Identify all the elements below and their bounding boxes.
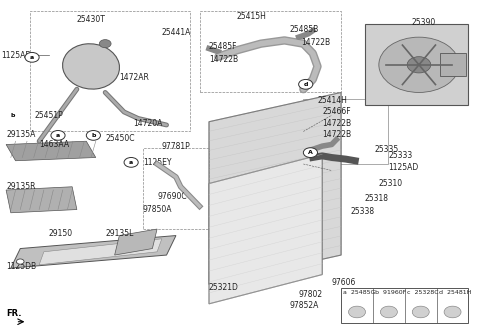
Text: 25485B: 25485B	[289, 25, 318, 33]
Text: 97781P: 97781P	[162, 142, 191, 151]
Circle shape	[412, 306, 429, 318]
Circle shape	[348, 306, 365, 318]
Polygon shape	[365, 24, 468, 106]
Polygon shape	[209, 154, 322, 304]
Text: 1125AD: 1125AD	[388, 163, 419, 172]
Text: 97606: 97606	[332, 278, 356, 287]
Polygon shape	[115, 229, 157, 255]
Text: 1463AA: 1463AA	[39, 140, 69, 149]
Text: a: a	[30, 55, 34, 60]
Text: 14722B: 14722B	[322, 119, 351, 128]
Text: 1125DB: 1125DB	[6, 262, 36, 271]
Circle shape	[379, 37, 459, 92]
Text: 25451P: 25451P	[35, 112, 63, 120]
Text: 14722B: 14722B	[301, 37, 330, 47]
Text: 25415H: 25415H	[237, 11, 266, 21]
Text: 25430T: 25430T	[77, 15, 106, 24]
Circle shape	[86, 131, 100, 140]
Ellipse shape	[99, 40, 111, 48]
Text: 1125EY: 1125EY	[143, 158, 171, 167]
Text: 25335: 25335	[374, 145, 398, 154]
Polygon shape	[6, 141, 96, 161]
Text: d  25481H: d 25481H	[439, 290, 471, 295]
Text: 14720A: 14720A	[133, 119, 163, 128]
Polygon shape	[11, 236, 176, 268]
Text: 1125AD: 1125AD	[1, 51, 32, 60]
Text: b: b	[91, 133, 96, 138]
Circle shape	[407, 57, 431, 73]
Text: 25333: 25333	[388, 151, 412, 160]
Text: 25441A: 25441A	[162, 28, 191, 37]
Text: 29135L: 29135L	[105, 229, 133, 238]
Text: b  91960F: b 91960F	[375, 290, 407, 295]
Text: a: a	[129, 160, 133, 165]
Circle shape	[303, 148, 317, 157]
Text: 29135A: 29135A	[6, 130, 36, 139]
Polygon shape	[39, 239, 162, 265]
Circle shape	[444, 306, 461, 318]
Text: 14722B: 14722B	[209, 55, 238, 64]
Text: d: d	[303, 82, 308, 87]
Text: 97690C: 97690C	[157, 192, 187, 201]
Text: A: A	[308, 150, 313, 155]
Text: 25321D: 25321D	[209, 283, 239, 292]
Text: 97802: 97802	[299, 290, 323, 298]
Text: 1472AR: 1472AR	[120, 73, 149, 82]
Text: 25390: 25390	[412, 18, 436, 27]
Bar	[440, 53, 466, 76]
Text: 14722B: 14722B	[322, 130, 351, 139]
Text: 25450C: 25450C	[105, 134, 135, 143]
Circle shape	[124, 157, 138, 167]
Text: 25414H: 25414H	[317, 96, 348, 105]
Ellipse shape	[62, 44, 120, 89]
Text: 25310: 25310	[379, 179, 403, 188]
Polygon shape	[6, 187, 77, 213]
Text: 25466F: 25466F	[322, 108, 351, 116]
Text: 97852A: 97852A	[289, 301, 319, 310]
Text: 25338: 25338	[350, 207, 375, 215]
Circle shape	[299, 79, 313, 89]
Text: 29150: 29150	[48, 229, 72, 238]
Text: a  25485G: a 25485G	[344, 290, 376, 295]
Circle shape	[25, 52, 39, 62]
Text: c  25328C: c 25328C	[407, 290, 439, 295]
Circle shape	[380, 306, 397, 318]
Text: 97850A: 97850A	[143, 205, 172, 214]
Text: FR.: FR.	[6, 310, 22, 318]
Text: 25485F: 25485F	[209, 42, 238, 51]
Polygon shape	[209, 92, 341, 284]
Text: 29135R: 29135R	[6, 182, 36, 191]
Circle shape	[51, 131, 65, 140]
Circle shape	[16, 259, 24, 264]
Text: b: b	[11, 113, 15, 118]
Text: 25318: 25318	[365, 194, 389, 203]
Text: a: a	[56, 133, 60, 138]
